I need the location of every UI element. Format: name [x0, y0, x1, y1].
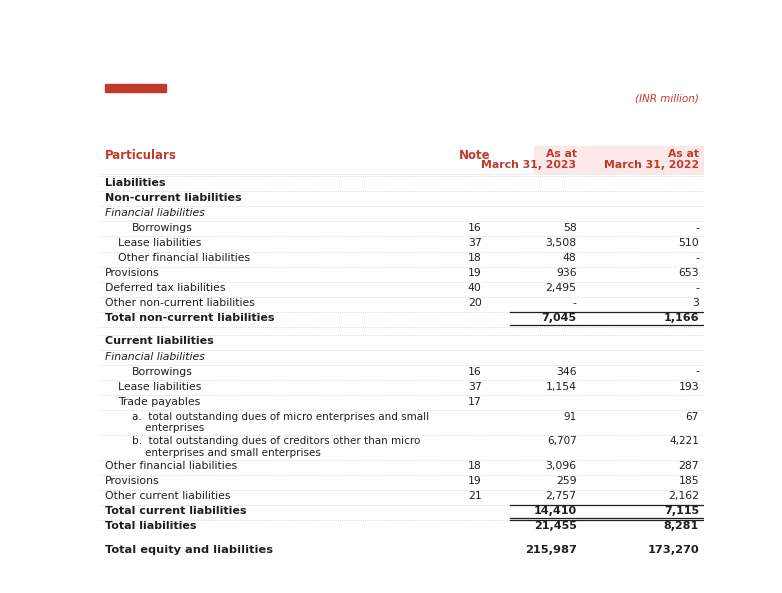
Text: 40: 40	[468, 283, 482, 293]
Text: 18: 18	[468, 253, 482, 263]
Text: 7,115: 7,115	[664, 506, 699, 517]
Text: Financial liabilities: Financial liabilities	[105, 352, 205, 362]
Text: 185: 185	[678, 476, 699, 486]
Text: 173,270: 173,270	[647, 544, 699, 554]
Text: 2,162: 2,162	[668, 491, 699, 501]
Text: 2,757: 2,757	[546, 491, 576, 501]
Text: 936: 936	[556, 268, 576, 278]
Text: 3,508: 3,508	[545, 238, 576, 248]
Text: 2,495: 2,495	[546, 283, 576, 293]
Text: Non-current liabilities: Non-current liabilities	[105, 193, 242, 203]
Text: Other current liabilities: Other current liabilities	[105, 491, 231, 501]
Text: Borrowings: Borrowings	[131, 223, 192, 233]
Text: 346: 346	[556, 366, 576, 377]
FancyBboxPatch shape	[105, 84, 166, 92]
Text: Note: Note	[459, 149, 490, 162]
Text: 19: 19	[468, 476, 482, 486]
Text: Trade payables: Trade payables	[118, 397, 201, 407]
Text: Total non-current liabilities: Total non-current liabilities	[105, 313, 274, 323]
Text: Particulars: Particulars	[105, 149, 177, 162]
Text: 91: 91	[563, 412, 576, 422]
Text: 37: 37	[468, 238, 482, 248]
FancyBboxPatch shape	[619, 146, 702, 173]
Text: 14,410: 14,410	[533, 506, 576, 517]
Text: 259: 259	[556, 476, 576, 486]
Text: 19: 19	[468, 268, 482, 278]
Text: 287: 287	[678, 461, 699, 471]
Text: 8,281: 8,281	[664, 521, 699, 531]
Text: Provisions: Provisions	[105, 476, 160, 486]
Text: 67: 67	[686, 412, 699, 422]
Text: Current liabilities: Current liabilities	[105, 336, 213, 346]
Text: 20: 20	[468, 298, 482, 308]
Text: 21,455: 21,455	[533, 521, 576, 531]
Text: 48: 48	[563, 253, 576, 263]
Text: Provisions: Provisions	[105, 268, 160, 278]
Text: -: -	[695, 283, 699, 293]
Text: b.  total outstanding dues of creditors other than micro
    enterprises and sma: b. total outstanding dues of creditors o…	[131, 436, 420, 458]
Text: Other non-current liabilities: Other non-current liabilities	[105, 298, 255, 308]
FancyBboxPatch shape	[534, 146, 618, 173]
Text: -: -	[695, 223, 699, 233]
Text: Total liabilities: Total liabilities	[105, 521, 196, 531]
Text: 6,707: 6,707	[547, 436, 576, 447]
Text: 510: 510	[678, 238, 699, 248]
Text: 3,096: 3,096	[545, 461, 576, 471]
Text: Lease liabilities: Lease liabilities	[118, 238, 202, 248]
Text: 7,045: 7,045	[541, 313, 576, 323]
Text: 215,987: 215,987	[525, 544, 576, 554]
Text: 17: 17	[468, 397, 482, 407]
Text: Total current liabilities: Total current liabilities	[105, 506, 246, 517]
Text: 4,221: 4,221	[669, 436, 699, 447]
Text: 1,166: 1,166	[663, 313, 699, 323]
Text: 18: 18	[468, 461, 482, 471]
Text: 3: 3	[692, 298, 699, 308]
Text: 58: 58	[563, 223, 576, 233]
Text: As at
March 31, 2023: As at March 31, 2023	[482, 149, 576, 170]
Text: Lease liabilities: Lease liabilities	[118, 382, 202, 391]
Text: 16: 16	[468, 366, 482, 377]
Text: 193: 193	[678, 382, 699, 391]
Text: Liabilities: Liabilities	[105, 177, 166, 187]
Text: Deferred tax liabilities: Deferred tax liabilities	[105, 283, 225, 293]
Text: 21: 21	[468, 491, 482, 501]
Text: Financial liabilities: Financial liabilities	[105, 208, 205, 218]
Text: -: -	[572, 298, 576, 308]
Text: a.  total outstanding dues of micro enterprises and small
    enterprises: a. total outstanding dues of micro enter…	[131, 412, 429, 433]
Text: -: -	[695, 366, 699, 377]
Text: -: -	[695, 253, 699, 263]
Text: Other financial liabilities: Other financial liabilities	[118, 253, 250, 263]
Text: Borrowings: Borrowings	[131, 366, 192, 377]
Text: Total equity and liabilities: Total equity and liabilities	[105, 544, 273, 554]
Text: (INR million): (INR million)	[635, 94, 699, 104]
Text: Other financial liabilities: Other financial liabilities	[105, 461, 237, 471]
Text: As at
March 31, 2022: As at March 31, 2022	[604, 149, 699, 170]
Text: 37: 37	[468, 382, 482, 391]
Text: 16: 16	[468, 223, 482, 233]
Text: 653: 653	[678, 268, 699, 278]
Text: 1,154: 1,154	[546, 382, 576, 391]
